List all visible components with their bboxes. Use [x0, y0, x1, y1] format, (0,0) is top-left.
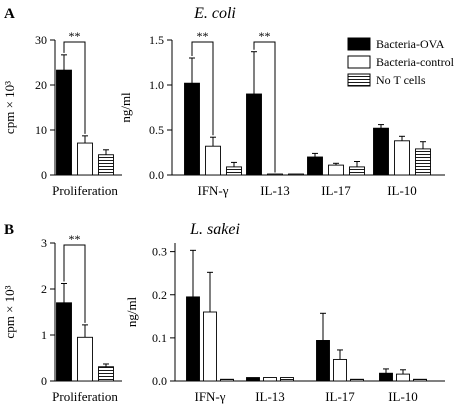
significance-bracket-0 — [191, 41, 214, 136]
significance-bracket-1 — [253, 41, 276, 173]
significance-mark: ** — [69, 232, 81, 246]
bar-no-t-cells-1 — [280, 377, 294, 382]
bar-no-t-cells-1 — [288, 173, 304, 176]
y-tick-label: 0 — [41, 168, 47, 182]
x-category-label: Proliferation — [52, 389, 118, 404]
bar-no-t-cells-3 — [413, 378, 427, 382]
bar-ova-0 — [56, 302, 72, 382]
y-axis-label: ng/ml — [124, 296, 139, 327]
bar-control-3 — [396, 373, 410, 382]
bar-ova-3 — [379, 372, 393, 382]
y-tick-label: 0.1 — [152, 331, 167, 345]
y-tick-label: 0.3 — [152, 245, 167, 259]
x-category-label: IL-10 — [387, 183, 417, 198]
legend-label-ova: Bacteria-OVA — [376, 37, 445, 51]
legend-swatch-control — [347, 55, 371, 69]
bar-ova-0 — [186, 296, 200, 382]
bar-no-t-cells-0 — [220, 378, 234, 382]
bar-no-t-cells-3 — [415, 148, 431, 176]
significance-bracket-0 — [63, 244, 86, 323]
y-tick-label: 30 — [35, 33, 47, 47]
y-tick-label: 10 — [35, 123, 47, 137]
y-tick-label: 0.0 — [152, 374, 167, 388]
y-tick-label: 20 — [35, 78, 47, 92]
bar-no-t-cells-0 — [98, 154, 114, 176]
x-category-label: IL-17 — [325, 389, 355, 404]
bar-control-1 — [263, 377, 277, 382]
x-category-label: IFN-γ — [194, 389, 225, 404]
significance-bracket-0 — [63, 41, 86, 134]
y-tick-label: 2 — [41, 282, 47, 296]
bar-no-t-cells-0 — [226, 166, 242, 176]
y-tick-label: 1.5 — [149, 33, 164, 47]
legend: Bacteria-OVA Bacteria-control No T cells — [347, 37, 455, 87]
x-category-label: IL-13 — [260, 183, 290, 198]
panel-letter-a: A — [4, 6, 15, 22]
y-axis-label: cpm × 10³ — [2, 81, 17, 134]
bar-control-0 — [203, 311, 217, 382]
y-tick-label: 1 — [41, 328, 47, 342]
legend-swatch-no-t-cells — [347, 73, 371, 87]
panel-title-a: E. coli — [193, 5, 236, 22]
bar-control-2 — [328, 164, 344, 176]
y-tick-label: 1.0 — [149, 78, 164, 92]
bar-ova-1 — [246, 377, 260, 382]
bar-control-3 — [394, 140, 410, 176]
bar-control-2 — [333, 358, 347, 382]
x-category-label: Proliferation — [52, 183, 118, 198]
y-tick-label: 0 — [41, 374, 47, 388]
legend-label-control: Bacteria-control — [376, 55, 455, 69]
bar-no-t-cells-2 — [350, 378, 364, 382]
bar-ova-0 — [184, 82, 200, 176]
bar-control-0 — [77, 142, 93, 176]
y-tick-label: 0.2 — [152, 288, 167, 302]
significance-mark: ** — [69, 29, 81, 43]
bar-control-0 — [77, 336, 93, 382]
x-category-label: IL-10 — [388, 389, 418, 404]
bar-ova-3 — [373, 127, 389, 176]
bar-ova-2 — [316, 340, 330, 382]
panel-letter-b: B — [4, 222, 14, 238]
y-axis-label: cpm × 10³ — [2, 285, 17, 338]
y-tick-label: 0.0 — [149, 168, 164, 182]
y-tick-label: 3 — [41, 236, 47, 250]
bar-ova-2 — [307, 156, 323, 176]
bar-control-1 — [267, 173, 283, 176]
legend-label-no-t-cells: No T cells — [376, 73, 426, 87]
panel-title-b: L. sakei — [189, 221, 240, 238]
bar-no-t-cells-2 — [349, 166, 365, 176]
bar-control-0 — [205, 145, 221, 176]
bar-ova-1 — [246, 93, 262, 176]
y-tick-label: 0.5 — [149, 123, 164, 137]
legend-swatch-ova — [347, 37, 371, 51]
significance-mark: ** — [197, 29, 209, 43]
bar-ova-0 — [56, 69, 72, 176]
x-category-label: IFN-γ — [197, 183, 228, 198]
x-category-label: IL-13 — [255, 389, 285, 404]
y-axis-label: ng/ml — [118, 92, 133, 123]
significance-mark: ** — [259, 29, 271, 43]
bar-no-t-cells-0 — [98, 366, 114, 382]
x-category-label: IL-17 — [321, 183, 351, 198]
